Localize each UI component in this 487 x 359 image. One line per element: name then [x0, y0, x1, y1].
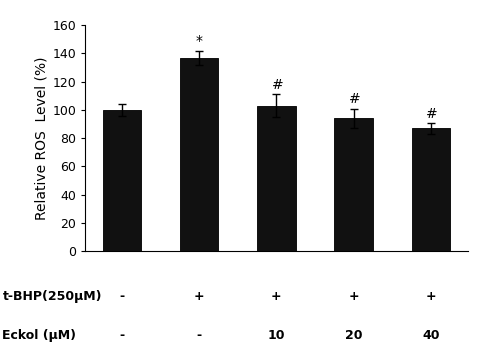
Text: t-BHP(250μM): t-BHP(250μM) — [2, 290, 102, 303]
Bar — [412, 128, 450, 251]
Text: #: # — [348, 92, 359, 106]
Bar — [103, 110, 141, 251]
Text: +: + — [348, 290, 359, 303]
Text: #: # — [425, 107, 437, 121]
Text: -: - — [197, 329, 202, 342]
Bar — [334, 118, 373, 251]
Bar — [257, 106, 296, 251]
Text: 20: 20 — [345, 329, 362, 342]
Text: *: * — [196, 34, 203, 48]
Text: Eckol (μM): Eckol (μM) — [2, 329, 76, 342]
Text: +: + — [194, 290, 205, 303]
Text: -: - — [119, 329, 125, 342]
Text: 10: 10 — [268, 329, 285, 342]
Text: #: # — [271, 78, 282, 92]
Text: -: - — [119, 290, 125, 303]
Text: +: + — [271, 290, 281, 303]
Bar — [180, 58, 219, 251]
Y-axis label: Relative ROS  Level (%): Relative ROS Level (%) — [34, 56, 48, 220]
Text: +: + — [426, 290, 436, 303]
Text: 40: 40 — [422, 329, 440, 342]
